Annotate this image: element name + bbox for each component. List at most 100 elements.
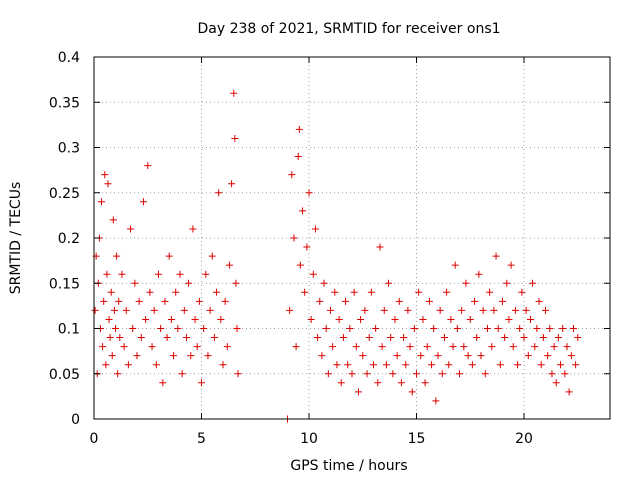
data-point bbox=[182, 334, 190, 342]
data-point bbox=[219, 361, 227, 369]
data-point bbox=[106, 334, 114, 342]
data-point bbox=[462, 279, 470, 287]
data-point bbox=[354, 388, 362, 396]
data-point bbox=[174, 325, 182, 332]
data-point bbox=[215, 189, 223, 197]
data-point bbox=[120, 343, 128, 351]
data-point bbox=[146, 288, 154, 296]
data-point bbox=[324, 370, 332, 378]
data-point bbox=[339, 334, 347, 342]
data-point bbox=[286, 306, 294, 314]
data-point bbox=[509, 343, 517, 351]
data-point bbox=[417, 352, 425, 360]
data-point bbox=[295, 125, 303, 133]
data-point bbox=[574, 334, 582, 342]
data-point bbox=[447, 315, 455, 323]
data-point bbox=[105, 315, 113, 323]
data-point bbox=[451, 261, 459, 269]
data-point bbox=[363, 370, 371, 378]
data-point bbox=[430, 325, 438, 332]
data-point bbox=[503, 279, 511, 287]
data-point bbox=[307, 315, 315, 323]
data-point bbox=[535, 297, 543, 305]
data-point bbox=[572, 361, 580, 369]
data-point bbox=[552, 379, 560, 387]
data-point bbox=[376, 243, 384, 251]
y-tick-label: 0 bbox=[71, 412, 80, 428]
data-point bbox=[410, 325, 418, 332]
data-point bbox=[296, 261, 304, 269]
data-point bbox=[233, 325, 241, 332]
data-point bbox=[372, 325, 380, 332]
data-point bbox=[520, 334, 528, 342]
data-point bbox=[107, 288, 115, 296]
chart-title: Day 238 of 2021, SRMTID for receiver ons… bbox=[197, 21, 500, 37]
data-point bbox=[483, 325, 491, 332]
data-point bbox=[104, 180, 112, 188]
data-point bbox=[195, 297, 203, 305]
data-point bbox=[161, 297, 169, 305]
data-point bbox=[473, 334, 481, 342]
data-point bbox=[464, 352, 472, 360]
data-point bbox=[380, 306, 388, 314]
data-point bbox=[419, 315, 427, 323]
data-point bbox=[178, 370, 186, 378]
data-point bbox=[511, 306, 519, 314]
data-point bbox=[150, 306, 158, 314]
data-point bbox=[524, 352, 532, 360]
data-point bbox=[290, 234, 298, 242]
data-point bbox=[432, 397, 440, 405]
data-point bbox=[413, 370, 420, 378]
data-point bbox=[118, 270, 126, 278]
data-point bbox=[436, 306, 444, 314]
x-tick-label: 20 bbox=[515, 431, 533, 447]
data-point bbox=[404, 306, 412, 314]
data-point bbox=[428, 361, 436, 369]
data-point bbox=[187, 352, 195, 360]
data-point bbox=[225, 261, 233, 269]
data-point bbox=[391, 315, 399, 323]
data-point bbox=[109, 216, 117, 224]
data-point bbox=[516, 325, 524, 332]
data-point bbox=[486, 288, 494, 296]
data-point bbox=[494, 325, 502, 332]
data-point bbox=[217, 315, 225, 323]
y-tick-label: 0.1 bbox=[58, 322, 80, 338]
data-point bbox=[213, 288, 221, 296]
data-point bbox=[507, 261, 515, 269]
data-point bbox=[112, 325, 119, 332]
data-point bbox=[569, 325, 577, 332]
data-point bbox=[170, 352, 178, 360]
data-point bbox=[113, 252, 121, 260]
data-point bbox=[421, 379, 429, 387]
data-point bbox=[331, 288, 339, 296]
data-point bbox=[193, 343, 201, 351]
data-point bbox=[423, 343, 431, 351]
data-point bbox=[110, 306, 118, 314]
data-point bbox=[481, 370, 489, 378]
data-point bbox=[479, 306, 487, 314]
y-tick-label: 0.25 bbox=[49, 186, 80, 202]
data-point bbox=[329, 343, 337, 351]
data-point bbox=[155, 270, 162, 278]
data-point bbox=[288, 171, 296, 179]
data-point bbox=[133, 352, 141, 360]
data-point bbox=[350, 288, 358, 296]
data-point bbox=[385, 279, 393, 287]
data-point bbox=[344, 361, 352, 369]
data-point bbox=[333, 361, 341, 369]
data-point bbox=[294, 153, 302, 161]
data-point bbox=[539, 334, 547, 342]
data-point bbox=[232, 279, 240, 287]
data-point bbox=[322, 325, 330, 332]
data-point bbox=[337, 379, 345, 387]
data-point bbox=[234, 370, 242, 378]
data-point bbox=[129, 325, 137, 332]
data-point bbox=[135, 297, 143, 305]
data-point bbox=[98, 198, 106, 206]
data-point bbox=[172, 288, 180, 296]
data-point bbox=[210, 334, 218, 342]
data-point bbox=[559, 325, 567, 332]
data-point bbox=[230, 89, 238, 97]
x-tick-label: 0 bbox=[90, 431, 99, 447]
